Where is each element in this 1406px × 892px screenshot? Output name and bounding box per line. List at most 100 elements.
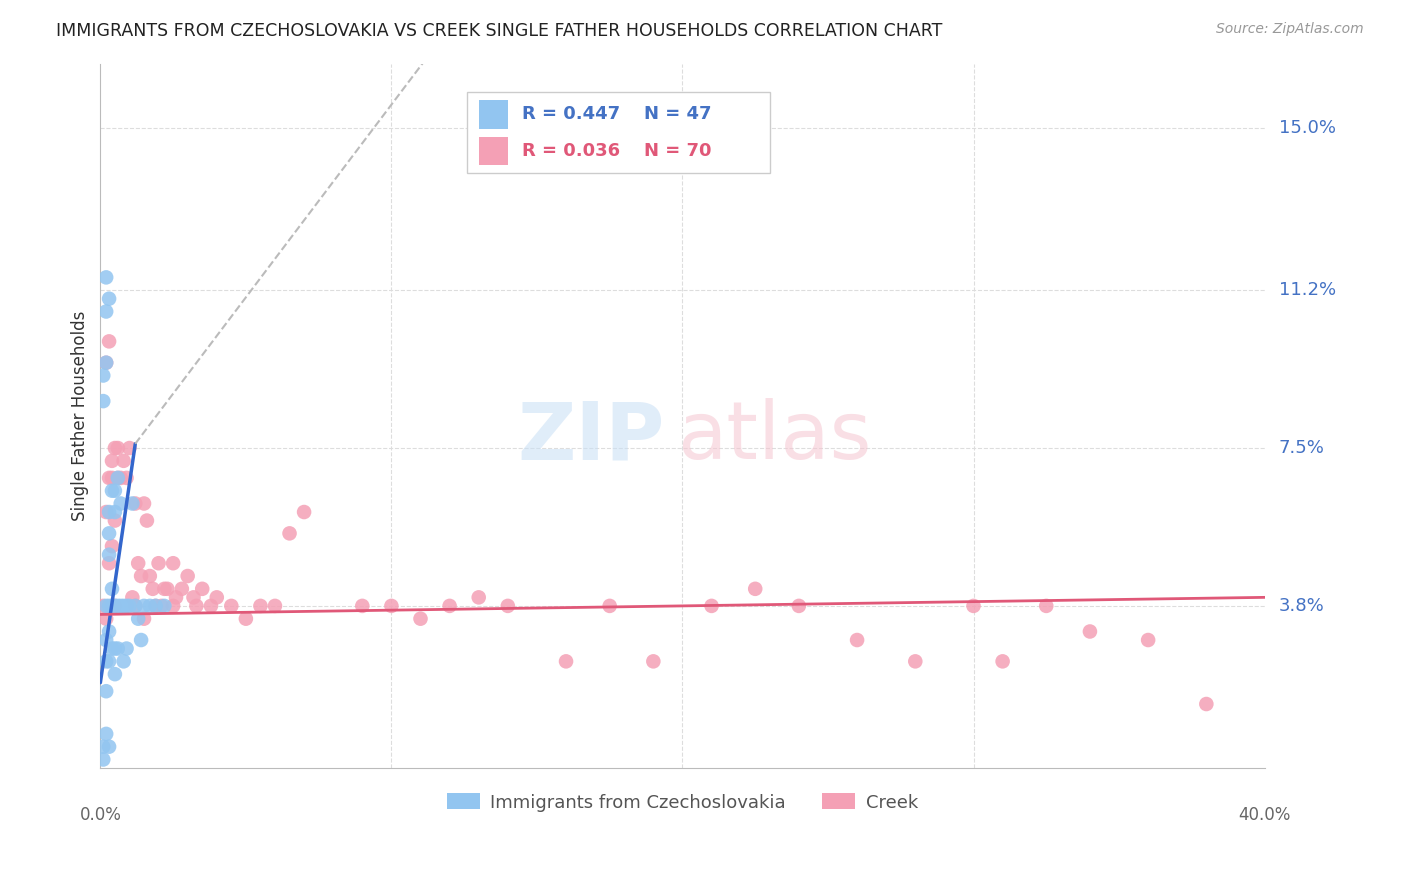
Text: atlas: atlas [676, 398, 870, 476]
Text: R = 0.036: R = 0.036 [522, 143, 620, 161]
Point [115, 641, 138, 656]
Point [91, 368, 114, 383]
Point [104, 505, 127, 519]
Point [107, 641, 129, 656]
Point [91, 752, 114, 766]
Point [91, 394, 114, 409]
Point [1137, 633, 1160, 648]
Point [139, 599, 162, 613]
Point [127, 612, 149, 626]
Point [104, 667, 127, 681]
Text: 0.0%: 0.0% [79, 806, 121, 824]
Point [98, 505, 121, 519]
Point [107, 471, 129, 485]
Point [104, 599, 127, 613]
Point [176, 569, 198, 583]
Point [186, 599, 208, 613]
Point [107, 441, 129, 455]
Text: Source: ZipAtlas.com: Source: ZipAtlas.com [1216, 22, 1364, 37]
Text: ZIP: ZIP [517, 398, 665, 476]
Point [96, 654, 118, 668]
Point [124, 599, 146, 613]
Point [1035, 599, 1057, 613]
Point [104, 599, 127, 613]
Point [643, 654, 665, 668]
Bar [478, 136, 508, 165]
Point [292, 505, 315, 519]
Point [112, 599, 135, 613]
Point [467, 591, 489, 605]
Point [135, 514, 157, 528]
Point [162, 599, 184, 613]
Point [96, 599, 118, 613]
Point [96, 612, 118, 626]
Point [101, 471, 124, 485]
Point [139, 569, 162, 583]
Point [110, 599, 132, 613]
Text: 40.0%: 40.0% [1239, 806, 1291, 824]
FancyBboxPatch shape [467, 92, 769, 173]
Point [112, 454, 135, 468]
Point [98, 599, 121, 613]
Point [101, 539, 124, 553]
Point [221, 599, 243, 613]
Point [162, 556, 184, 570]
Point [496, 599, 519, 613]
Text: 11.2%: 11.2% [1278, 281, 1336, 299]
Point [148, 556, 170, 570]
Point [124, 599, 146, 613]
Point [165, 591, 187, 605]
Point [104, 483, 127, 498]
Point [96, 270, 118, 285]
Text: N = 47: N = 47 [644, 105, 711, 123]
Point [96, 356, 118, 370]
Point [1195, 697, 1218, 711]
Point [264, 599, 287, 613]
Point [107, 471, 129, 485]
Point [104, 514, 127, 528]
Point [700, 599, 723, 613]
Point [991, 654, 1014, 668]
Point [200, 599, 222, 613]
Point [249, 599, 271, 613]
Point [98, 334, 121, 349]
Point [380, 599, 402, 613]
Point [101, 454, 124, 468]
Point [170, 582, 193, 596]
Point [91, 739, 114, 754]
Point [98, 292, 121, 306]
Point [101, 599, 124, 613]
Point [115, 471, 138, 485]
Point [101, 483, 124, 498]
Point [96, 505, 118, 519]
Point [278, 526, 301, 541]
Point [153, 599, 176, 613]
Point [98, 654, 121, 668]
Point [744, 582, 766, 596]
Point [96, 633, 118, 648]
Point [110, 471, 132, 485]
Text: R = 0.447: R = 0.447 [522, 105, 620, 123]
Point [599, 599, 621, 613]
Point [115, 599, 138, 613]
Bar [478, 101, 508, 128]
Point [104, 441, 127, 455]
Point [118, 441, 141, 455]
Point [91, 599, 114, 613]
Point [439, 599, 461, 613]
Point [96, 356, 118, 370]
Point [132, 612, 155, 626]
Point [121, 591, 143, 605]
Point [121, 496, 143, 510]
Point [787, 599, 810, 613]
Point [104, 641, 127, 656]
Point [110, 496, 132, 510]
Text: 7.5%: 7.5% [1278, 439, 1324, 457]
Point [145, 599, 167, 613]
Point [112, 654, 135, 668]
Text: IMMIGRANTS FROM CZECHOSLOVAKIA VS CREEK SINGLE FATHER HOUSEHOLDS CORRELATION CHA: IMMIGRANTS FROM CZECHOSLOVAKIA VS CREEK … [56, 22, 942, 40]
Point [962, 599, 984, 613]
Point [846, 633, 869, 648]
Point [96, 304, 118, 318]
Point [235, 612, 257, 626]
